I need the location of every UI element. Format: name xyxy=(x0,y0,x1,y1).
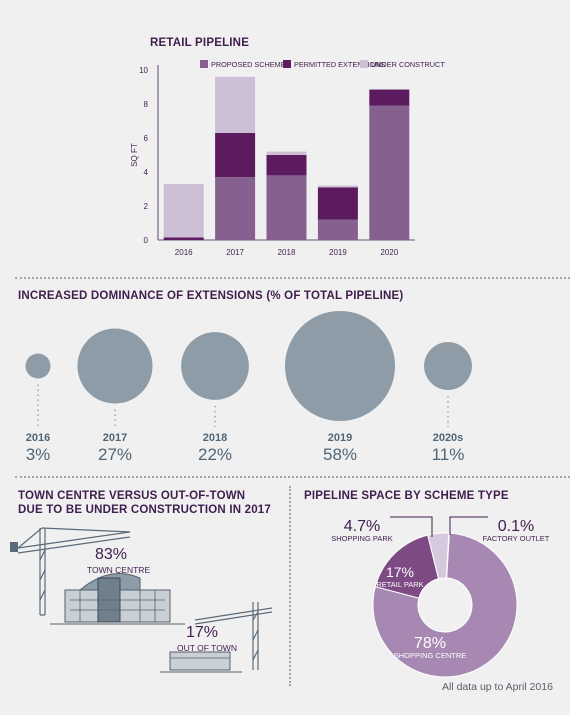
town-centre-divider xyxy=(289,486,291,686)
out-of-town-building-icon xyxy=(160,651,242,673)
legend-label: PERMITTED EXTENSIONS xyxy=(294,60,385,69)
x-tick-label: 2019 xyxy=(329,248,347,257)
y-tick-label: 6 xyxy=(144,134,149,143)
bubble-value-label: 22% xyxy=(198,445,232,464)
town-centre-building-icon xyxy=(50,573,185,625)
bar-segment xyxy=(317,187,358,220)
bubble xyxy=(424,342,472,390)
divider-2 xyxy=(15,476,570,478)
scheme-type-title: PIPELINE SPACE BY SCHEME TYPE xyxy=(304,490,509,502)
shopping-park-leader xyxy=(390,516,433,537)
donut-pct-label: 4.7% xyxy=(344,518,380,535)
legend-swatch xyxy=(200,60,208,68)
bar-segment xyxy=(163,237,204,240)
y-axis-label: SQ FT xyxy=(130,143,139,167)
legend-label: PROPOSED SCHEMES xyxy=(211,60,291,69)
town-centre-title-line2: DUE TO BE UNDER CONSTRUCTION IN 2017 xyxy=(18,504,271,516)
town-centre-title-line1: TOWN CENTRE VERSUS OUT-OF-TOWN xyxy=(18,490,246,502)
crane-left-counterweight xyxy=(10,542,18,552)
bar-segment xyxy=(369,105,410,240)
y-tick-label: 2 xyxy=(144,202,149,211)
donut-name-label: RETAIL PARK xyxy=(376,580,423,589)
extensions-title: INCREASED DOMINANCE OF EXTENSIONS (% OF … xyxy=(18,290,404,302)
bubble-value-label: 11% xyxy=(432,445,465,464)
bubble xyxy=(25,353,51,379)
bar-segment xyxy=(163,183,204,238)
y-tick-label: 0 xyxy=(144,236,149,245)
x-tick-label: 2016 xyxy=(175,248,193,257)
x-tick-label: 2020 xyxy=(380,248,398,257)
bar-segment xyxy=(266,175,307,240)
donut-pct-label: 78% xyxy=(414,635,446,652)
legend-swatch xyxy=(360,60,368,68)
legend-swatch xyxy=(283,60,291,68)
bubble-year-label: 2017 xyxy=(103,432,127,444)
bubble-year-label: 2020s xyxy=(433,432,464,444)
town-centre-label: TOWN CENTRE xyxy=(87,565,151,575)
y-tick-label: 4 xyxy=(144,168,149,177)
town-centre-illustration xyxy=(10,527,273,673)
donut-slice xyxy=(372,532,518,678)
bar-segment xyxy=(266,151,307,155)
bubble-year-label: 2019 xyxy=(328,432,352,444)
bubble-value-label: 58% xyxy=(323,445,357,464)
crane-left xyxy=(17,527,131,616)
scheme-type-donut: 78%SHOPPING CENTRE 17%RETAIL PARK 4.7%SHOP… xyxy=(331,516,550,678)
bar-segment xyxy=(317,185,358,188)
bar-segment xyxy=(266,155,307,176)
donut-name-label: SHOPPING CENTRE xyxy=(394,651,467,660)
footnote: All data up to April 2016 xyxy=(442,681,553,693)
retail-pipeline-chart: 0 2 4 6 8 10 SQ FT 2016 2017 2018 2019 2020 PROPOSED… xyxy=(130,60,445,257)
y-tick-label: 10 xyxy=(139,66,148,75)
bar-segment xyxy=(317,219,358,240)
bar-segment xyxy=(215,132,256,178)
bubble-value-label: 27% xyxy=(98,445,132,464)
bubble xyxy=(181,332,249,400)
bubble xyxy=(285,311,395,421)
donut-name-label: SHOPPING PARK xyxy=(331,534,393,543)
retail-pipeline-title: RETAIL PIPELINE xyxy=(150,37,250,49)
bar-segment xyxy=(215,76,256,133)
bar-segment xyxy=(215,177,256,240)
y-tick-label: 8 xyxy=(144,100,149,109)
donut-pct-label: 17% xyxy=(386,564,414,580)
out-of-town-pct: 17% xyxy=(186,624,219,641)
divider-1 xyxy=(15,277,570,279)
donut-slice xyxy=(445,532,450,579)
bubble-year-label: 2018 xyxy=(203,432,227,444)
x-tick-label: 2018 xyxy=(278,248,296,257)
town-centre-pct: 83% xyxy=(95,546,128,563)
bubble xyxy=(77,328,153,404)
donut-pct-label: 0.1% xyxy=(498,518,534,535)
bar-segment xyxy=(369,89,410,106)
factory-outlet-leader xyxy=(449,516,488,535)
legend-label: UNDER CONSTRUCTION xyxy=(371,60,445,69)
bubble-value-label: 3% xyxy=(26,445,51,464)
crane-right xyxy=(194,602,273,670)
donut-name-label: FACTORY OUTLET xyxy=(483,534,550,543)
x-tick-label: 2017 xyxy=(226,248,244,257)
out-of-town-label: OUT OF TOWN xyxy=(177,643,237,653)
bubble-year-label: 2016 xyxy=(26,432,50,444)
